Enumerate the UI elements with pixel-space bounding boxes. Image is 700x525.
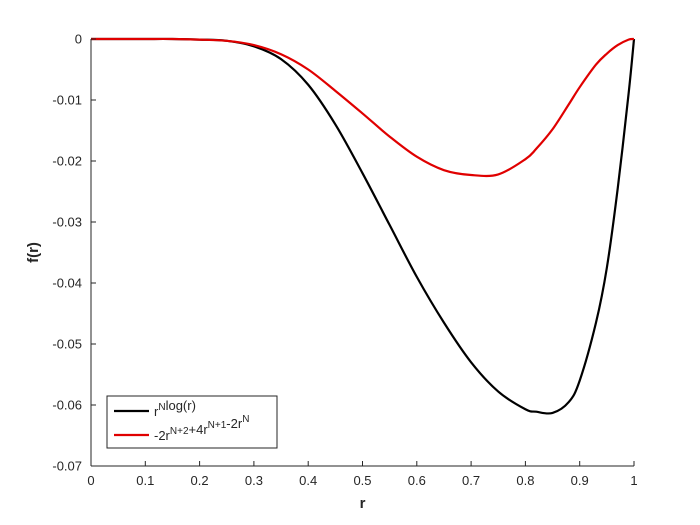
x-tick-label: 0.5 (353, 473, 371, 488)
x-tick-label: 0.4 (299, 473, 317, 488)
y-tick-label: -0.02 (52, 154, 82, 169)
axes-layer: 0 0.1 0.2 0.3 0.4 0.5 0.6 0.7 0.8 0.9 1 0 -0.01 -0.02… (25, 32, 638, 513)
series-line-2 (90, 37, 635, 178)
y-tick-label: -0.05 (52, 337, 82, 352)
x-tick-label: 0.2 (191, 473, 209, 488)
x-tick-label: 0.9 (571, 473, 589, 488)
plot-background (91, 39, 634, 466)
x-axis-label: r (360, 495, 366, 512)
y-axis-label: f(r) (25, 242, 42, 263)
legend: rNlog(r)-2rN+2+4rN+1-2rN (106, 395, 278, 449)
plot-area (91, 39, 634, 466)
legend-box (106, 395, 278, 449)
y-tick-label: -0.04 (52, 276, 82, 291)
x-tick-label: 0.1 (136, 473, 154, 488)
x-tick-label: 1 (630, 473, 637, 488)
x-tick-label: 0.8 (516, 473, 534, 488)
legend-label-2: -2rN+2+4rN+1-2rN (154, 414, 249, 443)
x-tick-label: 0.6 (408, 473, 426, 488)
legend-label-1: rNlog(r) (154, 398, 196, 419)
x-tick-label: 0.7 (462, 473, 480, 488)
y-tick-label: -0.07 (52, 459, 82, 474)
series-layer (90, 37, 636, 415)
y-tick-label: -0.03 (52, 215, 82, 230)
x-tick-label: 0.3 (245, 473, 263, 488)
x-tick-label: 0 (87, 473, 94, 488)
y-tick-label: -0.01 (52, 93, 82, 108)
y-tick-label: -0.06 (52, 398, 82, 413)
y-tick-label: 0 (75, 32, 82, 47)
